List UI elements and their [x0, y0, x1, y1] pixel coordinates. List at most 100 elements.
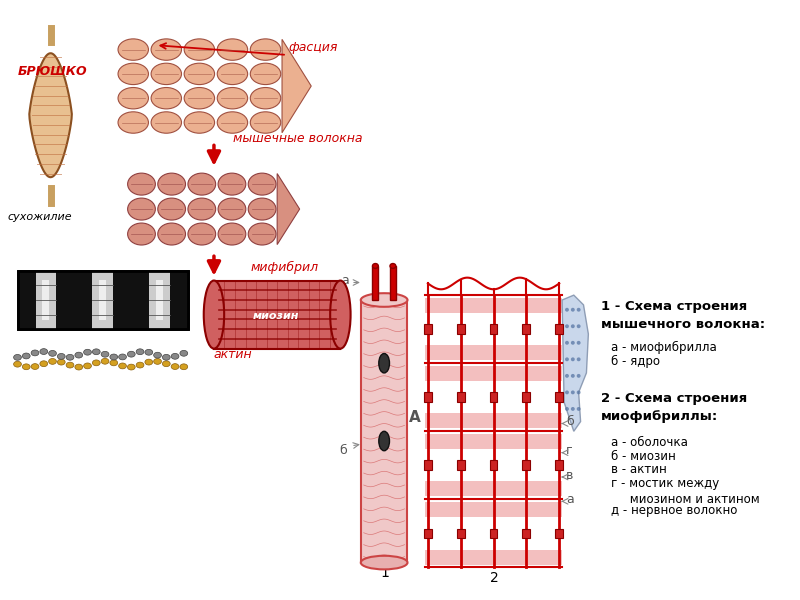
Bar — [214, 281, 340, 349]
Ellipse shape — [49, 358, 57, 364]
Bar — [424, 392, 432, 402]
Ellipse shape — [218, 39, 248, 60]
Ellipse shape — [171, 364, 179, 370]
Bar — [457, 325, 465, 334]
Text: б - миозин: б - миозин — [610, 450, 675, 463]
Ellipse shape — [101, 352, 109, 357]
Ellipse shape — [248, 223, 276, 245]
Ellipse shape — [565, 308, 569, 311]
Ellipse shape — [128, 198, 155, 220]
Ellipse shape — [162, 355, 170, 360]
Ellipse shape — [577, 358, 581, 361]
Ellipse shape — [184, 39, 214, 60]
Ellipse shape — [204, 281, 224, 349]
Ellipse shape — [571, 391, 574, 394]
Ellipse shape — [75, 352, 82, 358]
Ellipse shape — [92, 349, 100, 355]
Ellipse shape — [188, 173, 216, 195]
Ellipse shape — [330, 281, 350, 349]
Bar — [74, 271, 92, 329]
Ellipse shape — [184, 63, 214, 85]
Bar — [56, 271, 74, 329]
Ellipse shape — [250, 63, 281, 85]
Ellipse shape — [565, 391, 569, 394]
Bar — [425, 413, 562, 428]
Ellipse shape — [66, 355, 74, 360]
Ellipse shape — [565, 374, 569, 378]
Text: б - ядро: б - ядро — [610, 355, 660, 368]
Text: в - актин: в - актин — [610, 463, 666, 476]
Bar — [92, 271, 113, 329]
Ellipse shape — [154, 359, 162, 364]
Bar — [99, 280, 106, 320]
Bar — [522, 325, 530, 334]
Text: мышечные волокна: мышечные волокна — [234, 133, 363, 145]
Ellipse shape — [218, 198, 246, 220]
Ellipse shape — [158, 173, 186, 195]
Text: г - мостик между
     миозином и актином: г - мостик между миозином и актином — [610, 477, 759, 506]
Bar — [424, 460, 432, 470]
Ellipse shape — [40, 349, 48, 355]
Bar — [490, 392, 498, 402]
Ellipse shape — [577, 308, 581, 311]
Ellipse shape — [180, 350, 188, 356]
Ellipse shape — [145, 359, 153, 365]
Text: а: а — [566, 493, 574, 506]
Ellipse shape — [154, 352, 162, 358]
Bar — [555, 529, 563, 538]
Ellipse shape — [571, 407, 574, 411]
Ellipse shape — [373, 263, 378, 268]
Ellipse shape — [218, 173, 246, 195]
Bar — [36, 271, 56, 329]
Ellipse shape — [248, 173, 276, 195]
Ellipse shape — [14, 355, 22, 360]
Bar — [425, 298, 562, 313]
Text: мифибрил: мифибрил — [251, 261, 319, 274]
Bar — [424, 325, 432, 334]
Ellipse shape — [571, 374, 574, 378]
Ellipse shape — [14, 361, 22, 367]
Ellipse shape — [136, 362, 144, 368]
Ellipse shape — [218, 112, 248, 133]
Ellipse shape — [577, 374, 581, 378]
Ellipse shape — [162, 361, 170, 367]
Ellipse shape — [118, 63, 149, 85]
Ellipse shape — [58, 359, 65, 365]
Ellipse shape — [128, 223, 155, 245]
Bar — [555, 325, 563, 334]
Ellipse shape — [118, 39, 149, 60]
Bar — [131, 271, 149, 329]
Ellipse shape — [136, 349, 144, 355]
Ellipse shape — [565, 407, 569, 411]
Bar — [113, 271, 131, 329]
Ellipse shape — [151, 88, 182, 109]
Ellipse shape — [577, 391, 581, 394]
Bar — [18, 271, 36, 329]
Ellipse shape — [58, 353, 65, 359]
Bar — [555, 392, 563, 402]
Bar — [425, 481, 562, 496]
Text: б: б — [566, 415, 574, 428]
Text: г: г — [566, 444, 573, 457]
Bar — [149, 271, 170, 329]
Bar — [522, 392, 530, 402]
Ellipse shape — [361, 556, 407, 569]
Ellipse shape — [22, 353, 30, 359]
Text: миозин: миозин — [253, 311, 299, 322]
Polygon shape — [562, 295, 588, 431]
Bar — [490, 529, 498, 538]
Text: сухожилие: сухожилие — [8, 212, 73, 223]
Ellipse shape — [218, 88, 248, 109]
Ellipse shape — [151, 39, 182, 60]
Ellipse shape — [101, 358, 109, 364]
Ellipse shape — [184, 88, 214, 109]
Ellipse shape — [118, 354, 126, 360]
Bar — [425, 502, 562, 517]
Ellipse shape — [361, 293, 407, 307]
Ellipse shape — [66, 362, 74, 368]
Ellipse shape — [378, 431, 390, 451]
Text: 1: 1 — [380, 566, 389, 580]
Ellipse shape — [118, 88, 149, 109]
Polygon shape — [277, 173, 300, 245]
Ellipse shape — [84, 363, 91, 369]
